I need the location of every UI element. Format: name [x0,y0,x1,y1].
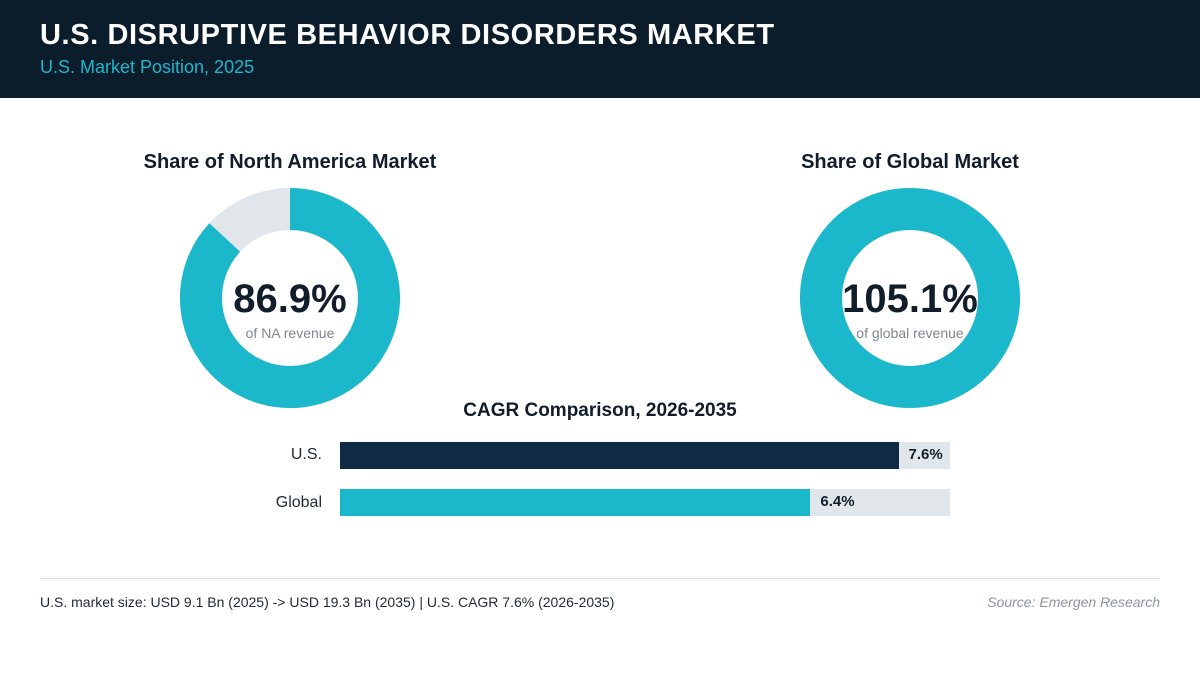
global-share-value: 105.1% [842,277,978,321]
bar-track-us: 7.6% [340,442,950,469]
bar-label-us: U.S. [290,446,322,463]
bar-track-global: 6.4% [340,489,950,516]
na-share-caption: of NA revenue [245,325,335,341]
footer-divider [40,578,1160,579]
global-share-donut [800,188,1020,408]
na-share-title: Share of North America Market [143,151,437,173]
global-share-caption: of global revenue [856,325,964,341]
na-share-donut [180,188,400,408]
bar-us [340,442,899,469]
cagr-chart-title: CAGR Comparison, 2026-2035 [463,400,737,421]
footer-source: Source: Emergen Research [987,594,1160,610]
na-share-value: 86.9% [233,277,347,321]
global-share-title: Share of Global Market [801,151,1019,173]
bar-value-global: 6.4% [820,493,855,510]
footer-note: U.S. market size: USD 9.1 Bn (2025) -> U… [40,594,615,610]
bar-label-global: Global [275,494,322,511]
global-share-arc [800,188,1020,408]
page-subtitle: U.S. Market Position, 2025 [40,57,255,77]
bar-value-us: 7.6% [908,446,943,463]
bar-global [340,489,811,516]
header-banner: U.S. DISRUPTIVE BEHAVIOR DISORDERS MARKE… [0,0,1200,98]
na-share-arc [180,188,400,408]
page-title: U.S. DISRUPTIVE BEHAVIOR DISORDERS MARKE… [40,19,775,51]
